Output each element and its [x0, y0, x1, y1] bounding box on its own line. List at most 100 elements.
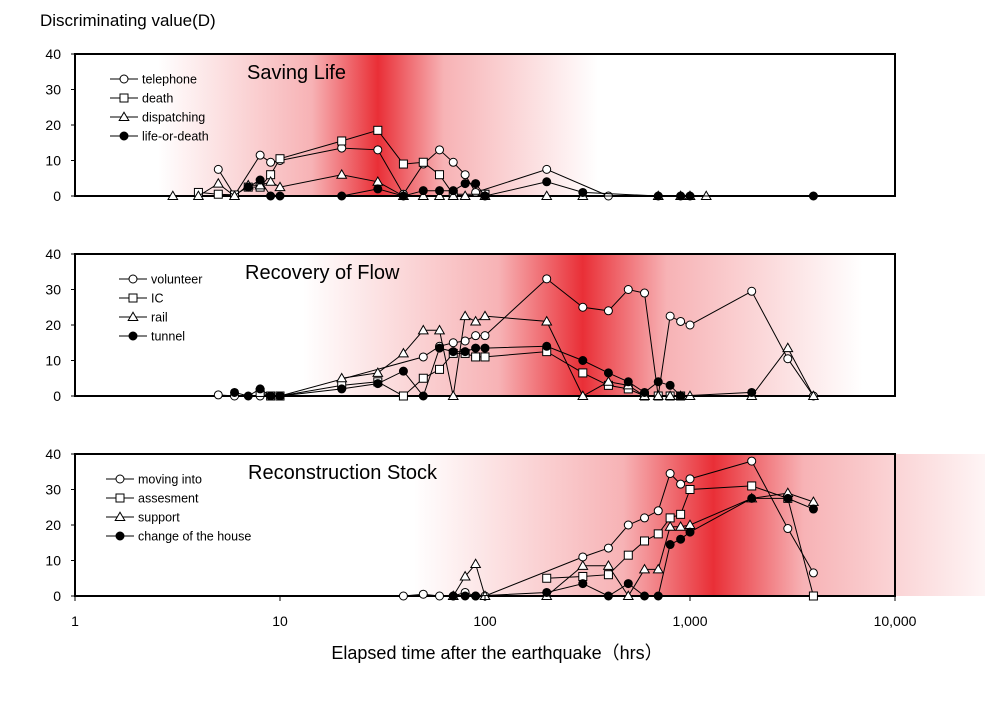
- data-point: [542, 587, 552, 597]
- legend-item: change of the house: [106, 530, 251, 544]
- chart-panel-1: 0 10 20 30 40 Saving Life telephone death dispat…: [45, 46, 896, 204]
- data-point: [676, 534, 686, 544]
- data-point: [664, 390, 676, 400]
- legend-marker: [115, 474, 125, 484]
- data-point: [542, 341, 552, 351]
- data-point: [480, 343, 490, 353]
- data-point: [373, 379, 383, 389]
- data-point: [542, 573, 552, 583]
- data-point: [417, 324, 429, 335]
- data-point: [471, 331, 481, 341]
- data-point: [541, 190, 553, 200]
- legend-label: support: [138, 511, 180, 525]
- data-point: [213, 390, 223, 400]
- legend-item: dispatching: [110, 111, 205, 125]
- data-point: [602, 376, 615, 386]
- data-point: [372, 367, 384, 377]
- data-point: [807, 390, 820, 400]
- data-point: [435, 186, 445, 196]
- panel-title: Reconstruction Stock: [248, 462, 438, 484]
- highlight-band: [413, 454, 985, 596]
- data-point: [480, 352, 490, 362]
- legend-item: IC: [119, 292, 164, 306]
- data-point: [213, 164, 223, 174]
- y-tick-label: 20: [45, 317, 61, 333]
- data-point: [808, 591, 818, 601]
- data-point: [640, 387, 650, 397]
- legend-item: life-or-death: [110, 130, 209, 144]
- panel-title: Saving Life: [247, 62, 346, 84]
- data-point: [640, 513, 650, 523]
- data-point: [685, 485, 695, 494]
- data-point: [653, 191, 663, 201]
- data-point: [664, 520, 676, 531]
- legend-marker: [118, 111, 130, 121]
- data-point: [460, 336, 470, 346]
- legend-item: rail: [119, 311, 168, 325]
- data-point: [578, 368, 588, 378]
- data-point: [542, 274, 552, 284]
- data-point: [435, 364, 445, 374]
- data-point: [254, 179, 266, 190]
- data-point: [398, 391, 408, 401]
- data-point: [676, 391, 686, 401]
- legend-marker: [128, 274, 138, 284]
- data-point: [541, 315, 553, 326]
- x-tick-label: 1,000: [672, 613, 707, 629]
- y-axis-label: Discriminating value(D): [40, 11, 216, 30]
- data-point: [266, 391, 276, 401]
- legend-label: moving into: [138, 473, 202, 487]
- data-point: [653, 591, 663, 601]
- data-point: [747, 286, 757, 296]
- x-tick-label: 1: [71, 613, 79, 629]
- data-point: [230, 387, 240, 397]
- data-point: [448, 186, 458, 196]
- data-point: [373, 125, 383, 135]
- data-point: [255, 384, 265, 394]
- series-tunnel: [230, 341, 757, 401]
- data-point: [337, 136, 347, 146]
- panel-title: Recovery of Flow: [245, 262, 400, 284]
- data-point: [622, 590, 634, 600]
- data-point: [448, 347, 458, 357]
- data-point: [398, 366, 408, 376]
- legend-label: life-or-death: [142, 130, 209, 144]
- series-line: [452, 492, 814, 597]
- data-point: [243, 182, 253, 192]
- series-life-or-death: [243, 175, 818, 201]
- data-point: [418, 589, 428, 599]
- data-point: [578, 552, 588, 562]
- data-point: [665, 380, 675, 390]
- data-point: [471, 352, 481, 362]
- data-point: [685, 191, 695, 201]
- data-point: [459, 310, 471, 321]
- data-point: [418, 186, 428, 196]
- y-tick-label: 0: [53, 188, 61, 204]
- data-point: [674, 520, 687, 531]
- y-tick-label: 40: [45, 446, 61, 462]
- legend-label: IC: [151, 292, 164, 306]
- data-point: [638, 563, 651, 574]
- legend-item: support: [106, 511, 180, 525]
- data-point: [652, 563, 664, 574]
- data-point: [433, 190, 446, 200]
- data-point: [460, 347, 470, 357]
- data-point: [685, 320, 695, 330]
- x-tick-label: 10,000: [874, 613, 917, 629]
- data-point: [640, 591, 650, 601]
- data-point: [448, 157, 458, 167]
- data-point: [653, 529, 663, 539]
- data-point: [471, 343, 481, 353]
- data-point: [255, 150, 265, 160]
- legend-item: telephone: [110, 73, 197, 87]
- legend-label: telephone: [142, 73, 197, 87]
- data-point: [623, 377, 633, 387]
- legend-label: rail: [151, 311, 168, 325]
- y-tick-label: 10: [45, 153, 61, 169]
- data-point: [264, 176, 277, 186]
- legend-marker: [127, 311, 139, 321]
- y-tick-label: 10: [45, 353, 61, 369]
- data-point: [418, 157, 428, 167]
- data-point: [274, 181, 286, 192]
